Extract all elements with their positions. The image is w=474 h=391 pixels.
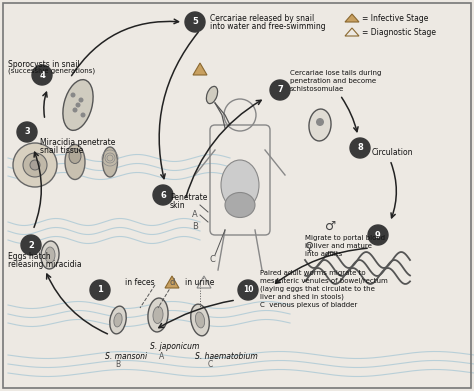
Text: A: A <box>192 210 198 219</box>
Circle shape <box>23 153 47 177</box>
Text: Cercariae lose tails during: Cercariae lose tails during <box>290 70 382 76</box>
Text: releasing miracidia: releasing miracidia <box>8 260 82 269</box>
Text: penetration and become: penetration and become <box>290 78 376 84</box>
Ellipse shape <box>221 160 259 210</box>
Text: Penetrate: Penetrate <box>170 193 207 202</box>
Polygon shape <box>345 28 359 36</box>
Text: A: A <box>159 352 164 361</box>
Ellipse shape <box>41 241 59 269</box>
Text: 9: 9 <box>375 231 381 240</box>
Text: 3: 3 <box>24 127 30 136</box>
Text: = Infective Stage: = Infective Stage <box>362 14 428 23</box>
Ellipse shape <box>110 306 126 334</box>
Ellipse shape <box>195 312 205 328</box>
Text: snail tissue: snail tissue <box>40 146 83 155</box>
Text: S. mansoni: S. mansoni <box>105 352 147 361</box>
Text: C: C <box>207 360 213 369</box>
Circle shape <box>73 108 78 113</box>
Circle shape <box>30 160 40 170</box>
Text: 1: 1 <box>97 285 103 294</box>
Circle shape <box>350 138 370 158</box>
Text: ♀: ♀ <box>305 240 314 253</box>
Text: 8: 8 <box>357 143 363 152</box>
Ellipse shape <box>45 247 55 263</box>
Circle shape <box>79 97 83 102</box>
Text: B: B <box>192 222 198 231</box>
Circle shape <box>17 122 37 142</box>
Circle shape <box>316 118 324 126</box>
Text: d: d <box>169 278 175 287</box>
Circle shape <box>75 102 81 108</box>
Text: in urine: in urine <box>185 278 215 287</box>
Text: Miracidia penetrate: Miracidia penetrate <box>40 138 115 147</box>
Circle shape <box>90 280 110 300</box>
Text: 7: 7 <box>277 86 283 95</box>
Text: Sporocysts in snail: Sporocysts in snail <box>8 60 80 69</box>
Circle shape <box>32 65 52 85</box>
Text: (laying eggs that circulate to the: (laying eggs that circulate to the <box>260 286 375 292</box>
Text: liver and shed in stools): liver and shed in stools) <box>260 294 344 301</box>
Ellipse shape <box>191 304 210 336</box>
Polygon shape <box>165 276 179 288</box>
Ellipse shape <box>225 192 255 217</box>
Text: into water and free-swimming: into water and free-swimming <box>210 22 326 31</box>
Circle shape <box>13 143 57 187</box>
Text: 2: 2 <box>28 240 34 249</box>
Text: in liver and mature: in liver and mature <box>305 243 372 249</box>
Text: S. haematobium: S. haematobium <box>195 352 258 361</box>
Ellipse shape <box>148 298 168 332</box>
Ellipse shape <box>309 109 331 141</box>
Text: 6: 6 <box>160 190 166 199</box>
Circle shape <box>153 185 173 205</box>
Polygon shape <box>193 63 207 75</box>
Circle shape <box>21 235 41 255</box>
Circle shape <box>71 93 75 97</box>
Text: C: C <box>210 255 216 264</box>
Text: Migrate to portal blood: Migrate to portal blood <box>305 235 385 241</box>
Circle shape <box>238 280 258 300</box>
Text: (successive generations): (successive generations) <box>8 68 95 75</box>
Text: = Diagnostic Stage: = Diagnostic Stage <box>362 28 436 37</box>
Text: schistosomulae: schistosomulae <box>290 86 344 92</box>
Circle shape <box>81 113 85 118</box>
Circle shape <box>185 12 205 32</box>
Text: Cercariae released by snail: Cercariae released by snail <box>210 14 314 23</box>
Text: ♂: ♂ <box>325 220 336 233</box>
Text: Circulation: Circulation <box>372 148 413 157</box>
Ellipse shape <box>69 149 81 163</box>
Ellipse shape <box>153 307 163 323</box>
Polygon shape <box>345 14 359 22</box>
Ellipse shape <box>114 313 122 327</box>
Circle shape <box>270 80 290 100</box>
Text: in feces: in feces <box>125 278 155 287</box>
Text: into adults: into adults <box>305 251 342 257</box>
Text: C  venous plexus of bladder: C venous plexus of bladder <box>260 302 357 308</box>
Text: Eggs hatch: Eggs hatch <box>8 252 51 261</box>
Text: skin: skin <box>170 201 186 210</box>
Text: Paired adult worms migrate to: Paired adult worms migrate to <box>260 270 365 276</box>
Text: 4: 4 <box>39 70 45 79</box>
Text: S. japonicum: S. japonicum <box>150 342 200 351</box>
Circle shape <box>368 225 388 245</box>
Text: mesenteric venules of bowel/rectum: mesenteric venules of bowel/rectum <box>260 278 388 284</box>
Text: 5: 5 <box>192 18 198 27</box>
Ellipse shape <box>206 86 218 104</box>
Ellipse shape <box>102 147 118 177</box>
Text: B: B <box>116 360 120 369</box>
Ellipse shape <box>65 145 85 179</box>
Text: 10: 10 <box>243 285 253 294</box>
Ellipse shape <box>63 80 93 130</box>
